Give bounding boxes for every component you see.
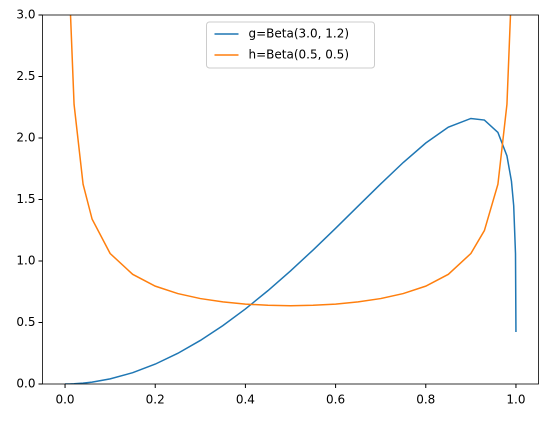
y-tick-label: 2.5 [16, 69, 35, 83]
series-line [65, 117, 517, 384]
plot-lines [65, 15, 517, 384]
y-tick-label: 1.0 [16, 254, 35, 268]
x-tick-label: 0.8 [416, 393, 435, 407]
y-tick-label: 0.5 [16, 315, 35, 329]
y-tick-label: 1.5 [16, 192, 35, 206]
series-line [69, 15, 512, 307]
x-tick-label: 0.2 [146, 393, 165, 407]
legend-label: g=Beta(3.0, 1.2) [249, 27, 350, 41]
legend-box [206, 21, 375, 69]
x-tick-label: 0.0 [55, 393, 74, 407]
y-tick-label: 2.0 [16, 131, 35, 145]
axes-frame [42, 14, 539, 385]
y-tick-label: 3.0 [16, 8, 35, 22]
x-tick-label: 1.0 [506, 393, 525, 407]
x-tick-label: 0.6 [326, 393, 345, 407]
legend-label: h=Beta(0.5, 0.5) [249, 48, 350, 62]
y-tick-label: 0.0 [16, 377, 35, 391]
x-tick-label: 0.4 [236, 393, 255, 407]
